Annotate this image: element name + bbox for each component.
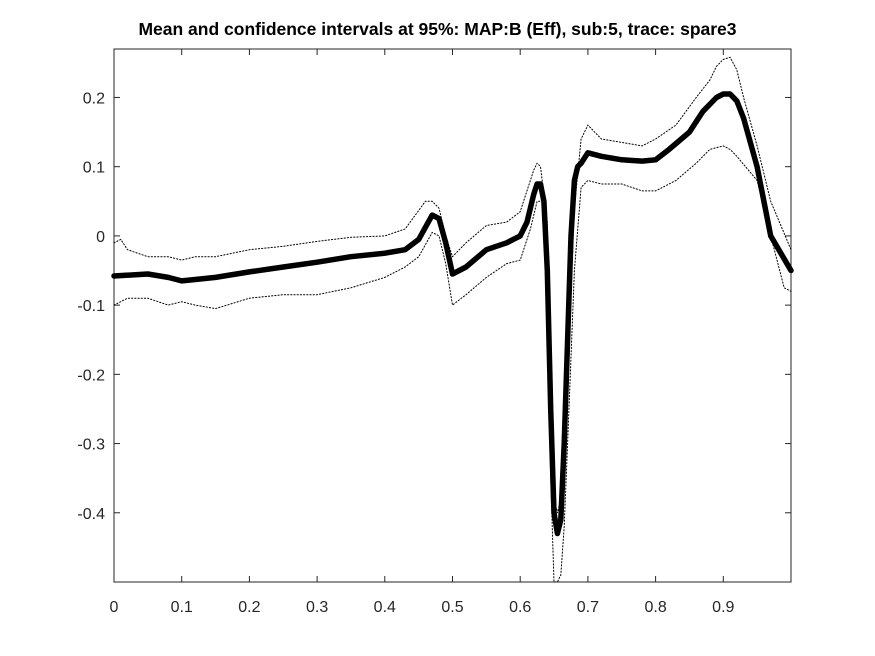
y-tick-labels: 0.2 0.1 0 -0.1 -0.2 -0.3 -0.4 — [77, 90, 105, 522]
tick-marks — [113, 49, 791, 582]
x-tick-label: 0.3 — [306, 599, 328, 616]
x-tick-label: 0.4 — [374, 599, 396, 616]
axes-box — [113, 48, 792, 583]
chart-title: Mean and confidence intervals at 95%: MA… — [138, 19, 737, 39]
x-tick-label: 0.2 — [238, 599, 260, 616]
x-tick-label: 0.5 — [441, 599, 463, 616]
x-tick-label: 0.8 — [644, 599, 666, 616]
x-tick-label: 0.7 — [577, 599, 599, 616]
y-tick-label: 0.1 — [83, 160, 105, 177]
y-tick-label: 0.2 — [83, 90, 105, 107]
x-tick-label: 0 — [110, 599, 119, 616]
x-tick-label: 0.1 — [171, 599, 193, 616]
x-tick-label: 0.9 — [712, 599, 734, 616]
x-tick-label: 0.6 — [509, 599, 531, 616]
series-layer — [111, 56, 794, 583]
series-upper-95-line — [113, 56, 792, 514]
y-tick-label: -0.2 — [77, 367, 105, 384]
y-tick-label: -0.4 — [77, 506, 105, 523]
y-tick-label: -0.1 — [77, 298, 105, 315]
x-tick-labels: 0 0.1 0.2 0.3 0.4 0.5 0.6 0.7 0.8 0.9 — [110, 599, 735, 616]
series-mean-line — [111, 91, 794, 537]
y-tick-label: 0 — [96, 229, 105, 246]
y-tick-label: -0.3 — [77, 437, 105, 454]
